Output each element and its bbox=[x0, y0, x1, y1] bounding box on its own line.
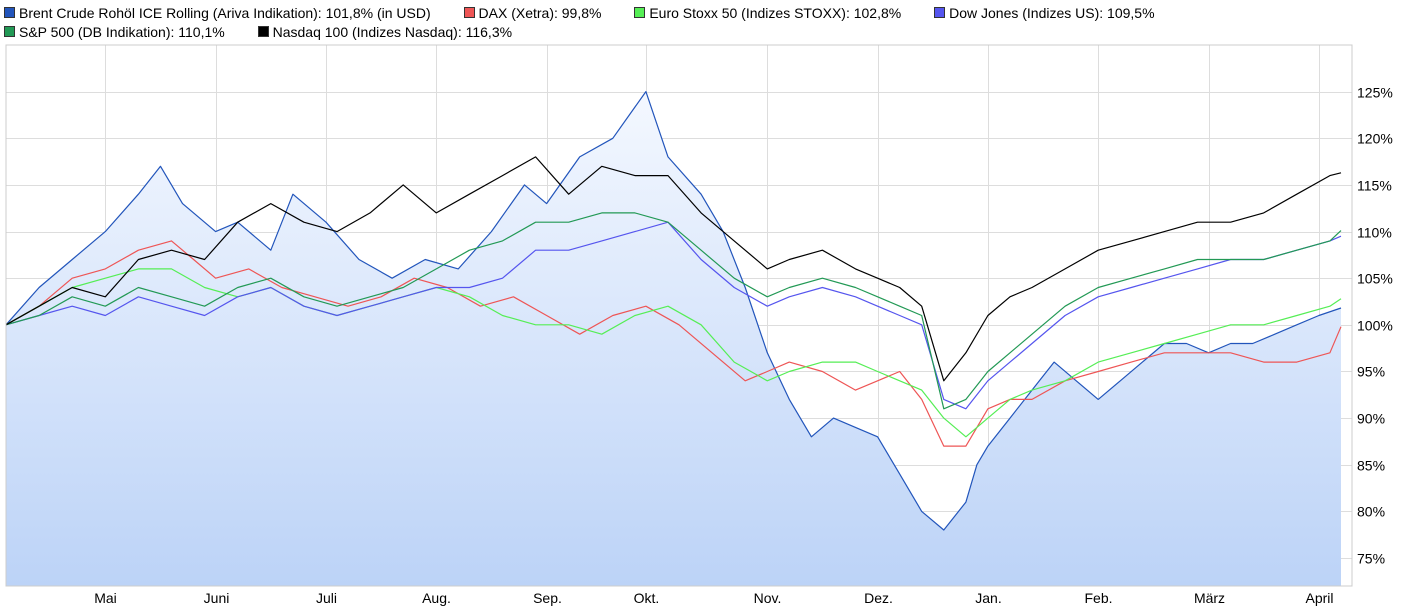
x-tick-label: Feb. bbox=[1084, 590, 1112, 606]
x-tick-label: Juli bbox=[316, 590, 337, 606]
x-tick-label: Mai bbox=[94, 590, 117, 606]
legend-swatch bbox=[934, 7, 946, 18]
x-tick-label: Okt. bbox=[634, 590, 660, 606]
legend-item[interactable]: Brent Crude Rohöl ICE Rolling (Ariva Ind… bbox=[4, 4, 431, 23]
legend-swatch bbox=[257, 26, 269, 37]
legend-swatch bbox=[463, 7, 475, 18]
y-tick-label: 105% bbox=[1357, 271, 1393, 287]
legend-label: Brent Crude Rohöl ICE Rolling (Ariva Ind… bbox=[19, 5, 431, 21]
x-tick-label: Sep. bbox=[533, 590, 562, 606]
legend-swatch bbox=[4, 26, 15, 37]
legend-item[interactable]: S&P 500 (DB Indikation): 110,1% bbox=[4, 23, 225, 42]
legend-label: Dow Jones (Indizes US): 109,5% bbox=[949, 5, 1155, 21]
legend-label: Nasdaq 100 (Indizes Nasdaq): 116,3% bbox=[272, 24, 513, 40]
y-tick-label: 100% bbox=[1357, 318, 1393, 334]
y-tick-label: 85% bbox=[1357, 458, 1385, 474]
x-tick-label: Juni bbox=[204, 590, 230, 606]
y-tick-label: 90% bbox=[1357, 411, 1385, 427]
y-axis: 75% 80% 85% 90% 95% 100% 105% 110% 115% 120% 125% bbox=[1357, 85, 1393, 567]
legend-item[interactable]: Dow Jones (Indizes US): 109,5% bbox=[934, 4, 1155, 23]
y-tick-label: 120% bbox=[1357, 131, 1393, 147]
legend-item[interactable]: Euro Stoxx 50 (Indizes STOXX): 102,8% bbox=[634, 4, 901, 23]
series-line bbox=[5, 212, 1342, 410]
x-axis: Mai Juni Juli Aug. Sep. Okt. Nov. Dez. Jan. Feb. M… bbox=[94, 590, 1333, 606]
legend-label: S&P 500 (DB Indikation): 110,1% bbox=[19, 24, 225, 40]
x-tick-label: Jan. bbox=[975, 590, 1001, 606]
y-tick-label: 125% bbox=[1357, 85, 1393, 101]
area-fill bbox=[6, 91, 1341, 586]
legend-swatch bbox=[4, 7, 15, 18]
series-lines bbox=[5, 90, 1342, 531]
legend-label: DAX (Xetra): 99,8% bbox=[478, 5, 602, 21]
series-line bbox=[5, 156, 1342, 382]
y-tick-label: 95% bbox=[1357, 364, 1385, 380]
x-tick-label: Aug. bbox=[422, 590, 451, 606]
legend-item[interactable]: Nasdaq 100 (Indizes Nasdaq): 116,3% bbox=[257, 23, 513, 42]
series-line bbox=[5, 221, 1342, 410]
x-tick-label: April bbox=[1305, 590, 1333, 606]
y-tick-label: 110% bbox=[1357, 225, 1392, 241]
x-tick-label: Nov. bbox=[754, 590, 782, 606]
y-tick-label: 75% bbox=[1357, 551, 1385, 567]
plot-frame bbox=[5, 44, 1353, 587]
series-line bbox=[5, 240, 1342, 447]
y-tick-label: 80% bbox=[1357, 504, 1385, 520]
x-tick-label: Dez. bbox=[864, 590, 893, 606]
y-tick-label: 115% bbox=[1357, 178, 1392, 194]
x-tick-label: März bbox=[1194, 590, 1225, 606]
legend: Brent Crude Rohöl ICE Rolling (Ariva Ind… bbox=[4, 4, 1394, 42]
legend-swatch bbox=[634, 7, 646, 18]
series-area bbox=[6, 91, 1341, 586]
legend-label: Euro Stoxx 50 (Indizes STOXX): 102,8% bbox=[649, 5, 902, 21]
legend-item[interactable]: DAX (Xetra): 99,8% bbox=[463, 4, 602, 23]
